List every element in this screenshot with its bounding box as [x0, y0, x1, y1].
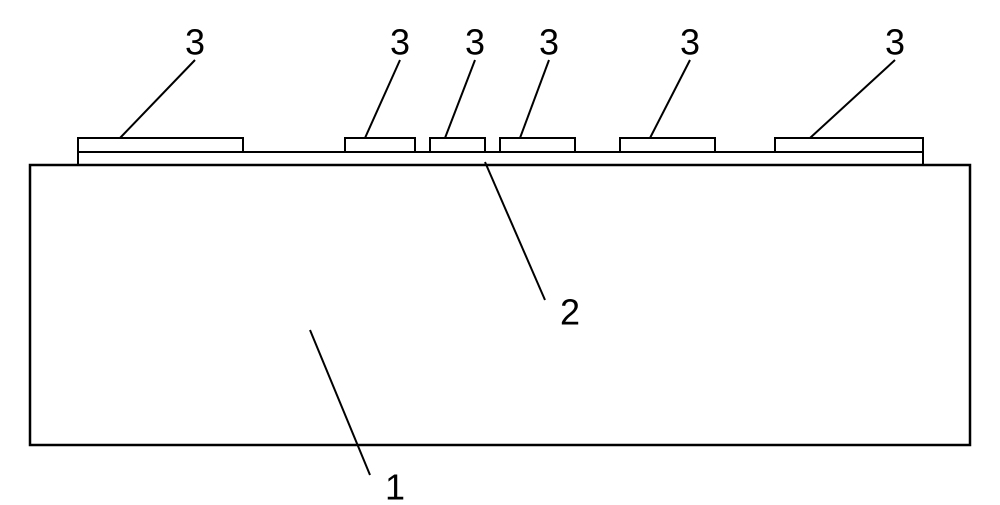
top-segment-0 [78, 138, 243, 152]
label-3-3: 3 [539, 22, 559, 63]
label-3-4: 3 [680, 22, 700, 63]
leader-2 [485, 162, 545, 300]
top-segment-3 [500, 138, 575, 152]
label-3-2: 3 [465, 22, 485, 63]
label-2: 2 [560, 292, 580, 333]
label-3-1: 3 [390, 22, 410, 63]
leader-3-1 [365, 60, 400, 138]
label-3-0: 3 [185, 22, 205, 63]
label-1: 1 [385, 467, 405, 505]
label-3-5: 3 [885, 22, 905, 63]
leader-3-0 [120, 60, 195, 138]
top-segment-2 [430, 138, 485, 152]
leader-3-5 [810, 60, 895, 138]
top-segment-1 [345, 138, 415, 152]
leader-3-3 [520, 60, 549, 138]
leader-3-4 [650, 60, 690, 138]
substrate-rect [30, 165, 970, 445]
leader-3-2 [445, 60, 475, 138]
leader-1 [310, 330, 370, 475]
top-segment-5 [775, 138, 923, 152]
top-segment-4 [620, 138, 715, 152]
film-rect [78, 152, 923, 165]
